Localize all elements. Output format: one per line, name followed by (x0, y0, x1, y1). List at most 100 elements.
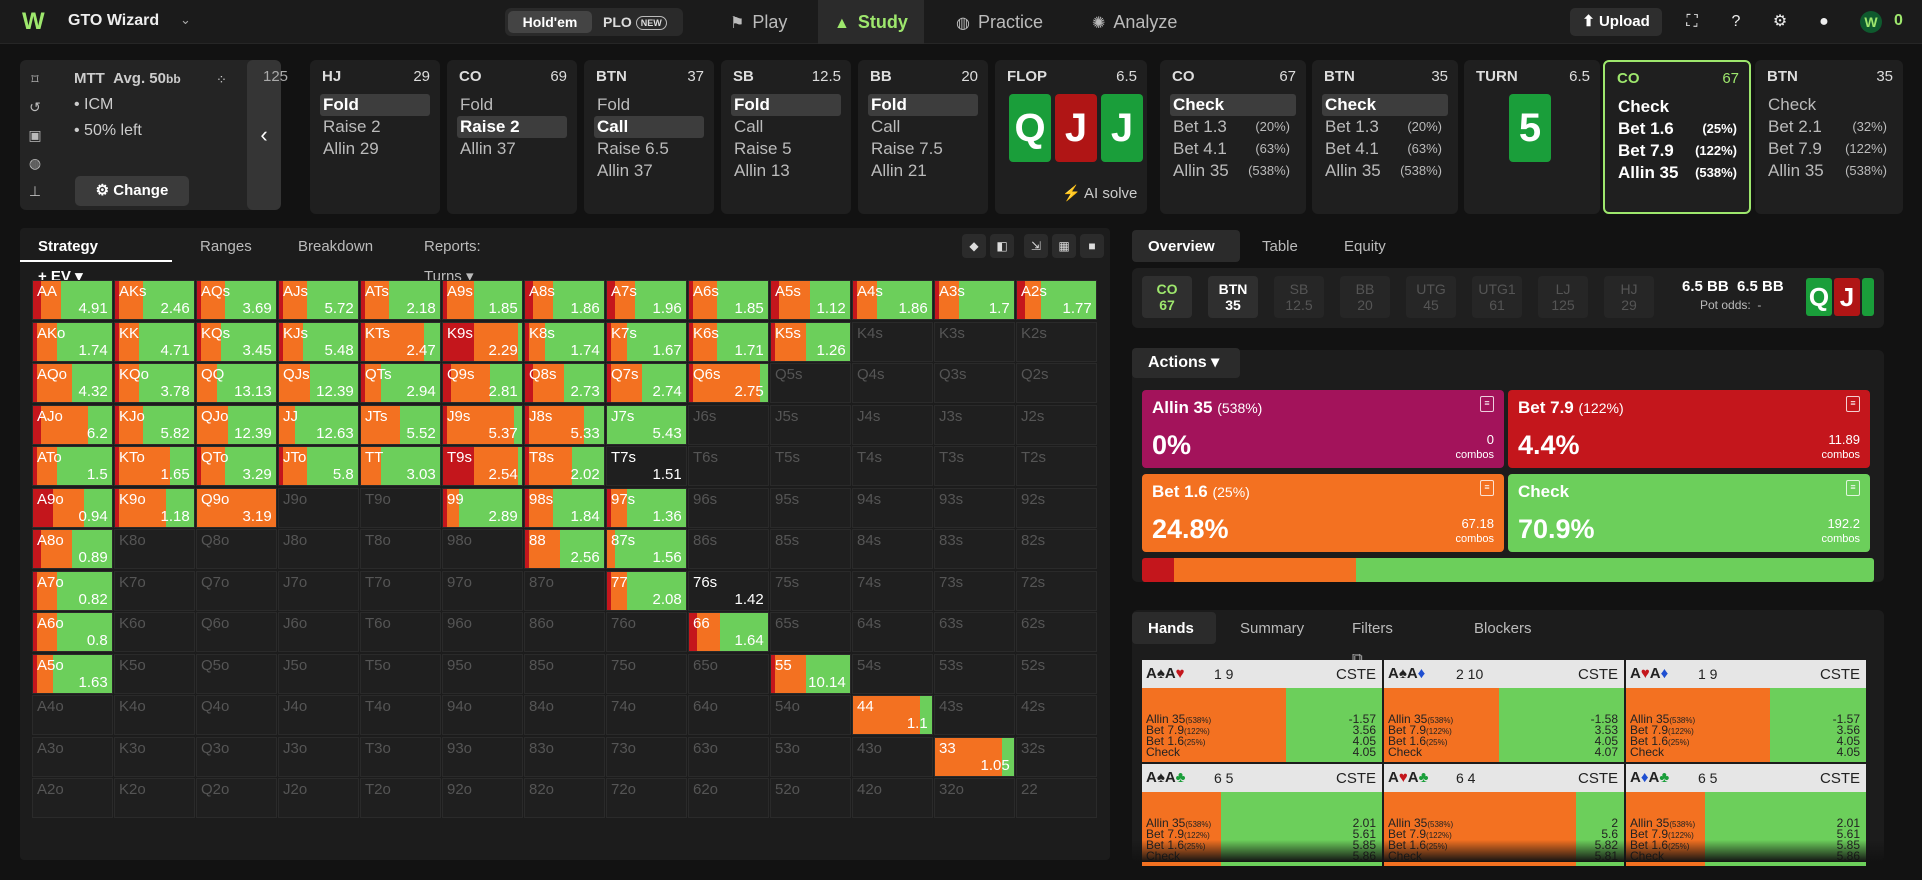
range-cell[interactable]: 10.14 55 (770, 653, 851, 694)
range-cell[interactable]: K5o (114, 653, 195, 694)
range-cell[interactable]: 84o (524, 695, 605, 735)
range-cell[interactable]: 3.78 KQo (114, 363, 195, 403)
action-option[interactable]: Raise 5 (731, 138, 841, 160)
range-cell[interactable]: 85o (524, 653, 605, 694)
notes-icon[interactable]: ≡ (1480, 396, 1494, 412)
range-cell[interactable]: 53o (770, 736, 851, 777)
range-cell[interactable]: Q3o (196, 736, 277, 777)
range-cell[interactable]: 4.71 KK (114, 321, 195, 362)
range-cell[interactable]: Q8o (196, 529, 277, 569)
save-icon[interactable]: ▣ (28, 127, 42, 143)
grid-icon[interactable]: ▦ (1052, 234, 1076, 258)
prev-button[interactable]: ‹ (247, 60, 281, 210)
range-cell[interactable]: 13.13 QQ (196, 363, 277, 403)
nav-study[interactable]: ▲ Study (818, 0, 924, 44)
range-cell[interactable]: 82o (524, 778, 605, 818)
range-cell[interactable]: A2o (32, 778, 113, 818)
range-cell[interactable]: 4.32 AQo (32, 363, 113, 403)
action-option[interactable]: Fold (594, 94, 704, 116)
action-option[interactable]: Bet 1.3 (20%) (1170, 116, 1296, 138)
user-icon[interactable]: ● (1819, 13, 1829, 30)
range-cell[interactable]: J3o (278, 736, 359, 777)
action-option[interactable]: Raise 2 (457, 116, 567, 138)
range-cell[interactable]: T5s (770, 446, 851, 486)
seat-lj[interactable]: LJ 125 (1538, 276, 1588, 318)
range-cell[interactable]: 2.29 K9s (442, 321, 523, 362)
notes-icon[interactable]: ≡ (1846, 396, 1860, 412)
range-cell[interactable]: 74s (852, 570, 933, 611)
range-cell[interactable]: T6s (688, 446, 769, 486)
action-option[interactable]: Raise 2 (320, 116, 430, 138)
range-cell[interactable]: 2.89 99 (442, 487, 523, 528)
contrast-icon[interactable]: ◧ (990, 234, 1014, 258)
range-cell[interactable]: K4o (114, 695, 195, 735)
nav-practice[interactable]: ◍ Practice (940, 0, 1059, 44)
range-cell[interactable]: K8o (114, 529, 195, 569)
range-cell[interactable]: 1.05 33 (934, 736, 1015, 777)
range-cell[interactable]: Q2s (1016, 363, 1097, 403)
range-cell[interactable]: Q5o (196, 653, 277, 694)
nav-analyze[interactable]: ✺ Analyze (1076, 0, 1193, 44)
range-cell[interactable]: T3s (934, 446, 1015, 486)
range-cell[interactable]: K3o (114, 736, 195, 777)
range-cell[interactable]: J5s (770, 404, 851, 445)
history-icon[interactable]: ↺ (29, 99, 41, 115)
action-option[interactable]: Bet 2.1 (32%) (1765, 116, 1893, 138)
range-cell[interactable]: 72o (606, 778, 687, 818)
range-cell[interactable]: Q6o (196, 612, 277, 652)
range-cell[interactable]: J9o (278, 487, 359, 528)
range-cell[interactable]: 1.56 87s (606, 529, 687, 569)
notes-icon[interactable]: ≡ (1480, 480, 1494, 496)
range-cell[interactable]: 64o (688, 695, 769, 735)
gear-icon[interactable]: ⚙ (1772, 13, 1788, 30)
action-option[interactable]: Bet 4.1 (63%) (1322, 138, 1448, 160)
range-cell[interactable]: 1.7 A3s (934, 280, 1015, 320)
position-card-btn[interactable]: BTN 35 Check Bet 2.1 (32%) Bet 7.9 (122%) Allin… (1755, 60, 1903, 214)
action-option[interactable]: Raise 6.5 (594, 138, 704, 160)
range-cell[interactable]: 12.39 QJo (196, 404, 277, 445)
position-card-sb[interactable]: SB 12.5 Fold Call Raise 5 Allin 13 (721, 60, 851, 214)
range-cell[interactable]: 1.74 K8s (524, 321, 605, 362)
range-cell[interactable]: 42s (1016, 695, 1097, 735)
range-cell[interactable]: T4s (852, 446, 933, 486)
position-card-btn[interactable]: BTN 35 Check Bet 1.3 (20%) Bet 4.1 (63%) Allin … (1312, 60, 1458, 214)
range-cell[interactable]: 3.69 AQs (196, 280, 277, 320)
range-cell[interactable]: 3.45 KQs (196, 321, 277, 362)
range-cell[interactable]: 1.74 AKo (32, 321, 113, 362)
action-option[interactable]: Allin 29 (320, 138, 430, 160)
range-cell[interactable]: 43s (934, 695, 1015, 735)
action-option[interactable]: Call (594, 116, 704, 138)
bookmark-icon[interactable]: ⌑ (31, 71, 39, 87)
tab-filters[interactable]: Filters ⧉ (1352, 614, 1393, 674)
range-cell[interactable]: 3.19 Q9o (196, 487, 277, 528)
range-cell[interactable]: K2o (114, 778, 195, 818)
range-cell[interactable]: 93s (934, 487, 1015, 528)
range-cell[interactable]: 62s (1016, 612, 1097, 652)
range-cell[interactable]: 1.96 A7s (606, 280, 687, 320)
range-cell[interactable]: 65s (770, 612, 851, 652)
range-cell[interactable]: 54s (852, 653, 933, 694)
action-option[interactable]: Raise 7.5 (868, 138, 978, 160)
range-cell[interactable]: 86o (524, 612, 605, 652)
range-cell[interactable]: 2.18 ATs (360, 280, 441, 320)
range-cell[interactable]: 62o (688, 778, 769, 818)
action-option[interactable]: Check (1170, 94, 1296, 116)
range-cell[interactable]: Q4o (196, 695, 277, 735)
range-cell[interactable]: 2.08 77 (606, 570, 687, 611)
screenshot-icon[interactable]: ⛶ (1686, 13, 1698, 30)
range-cell[interactable]: T4o (360, 695, 441, 735)
range-cell[interactable]: 5.82 KJo (114, 404, 195, 445)
range-cell[interactable]: Q3s (934, 363, 1015, 403)
range-cell[interactable]: 5.33 J8s (524, 404, 605, 445)
range-cell[interactable]: 87o (524, 570, 605, 611)
hand-card[interactable]: A♠A♥ 1 9 CSTE Allin 35(538%) -1.57 Bet 7.9(12… (1142, 660, 1382, 762)
range-cell[interactable]: 52o (770, 778, 851, 818)
notes-icon[interactable]: ≡ (1846, 480, 1860, 496)
range-cell[interactable]: 72s (1016, 570, 1097, 611)
range-cell[interactable]: 1.86 A4s (852, 280, 933, 320)
range-cell[interactable]: 52s (1016, 653, 1097, 694)
range-cell[interactable]: 5.72 AJs (278, 280, 359, 320)
tab-breakdown[interactable]: Breakdown (298, 238, 374, 255)
range-cell[interactable]: 1.63 A5o (32, 653, 113, 694)
range-cell[interactable]: 0.8 A6o (32, 612, 113, 652)
